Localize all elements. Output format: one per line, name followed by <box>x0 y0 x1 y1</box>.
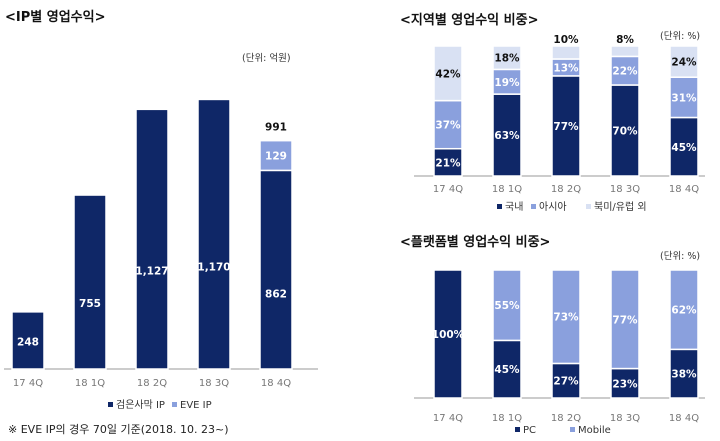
platform-value-label: 45% <box>494 364 520 376</box>
region-legend-label: 국내 <box>505 201 523 213</box>
ip-value-label: 1,170 <box>197 262 230 274</box>
platform-x-tick-label: 17 4Q <box>433 413 463 424</box>
ip-value-label: 248 <box>17 336 39 348</box>
region-value-label: 21% <box>435 157 461 169</box>
ip-bar-1-1 <box>11 311 45 370</box>
region-bar-3-1 <box>433 45 463 102</box>
platform-legend-swatch <box>570 427 575 432</box>
ip-value-label: 862 <box>265 289 287 301</box>
region-value-label: 18% <box>494 53 520 65</box>
region-value-label: 70% <box>612 126 638 138</box>
ip-bar-1-2 <box>73 194 107 370</box>
platform-legend-swatch <box>515 427 520 432</box>
region-chart-title: <지역별 영업수익 비중> <box>400 13 539 28</box>
platform-bar-1-1 <box>433 269 463 399</box>
platform-value-label: 100% <box>432 329 465 341</box>
platform-bar-1-2 <box>492 339 522 399</box>
region-legend-swatch <box>586 204 591 209</box>
ip-x-tick-label: 18 3Q <box>199 378 229 389</box>
platform-bar-1-5 <box>669 348 699 399</box>
region-legend-swatch <box>531 204 536 209</box>
ip-bar-1-5 <box>259 169 293 370</box>
region-chart-unit: (단위: %) <box>660 31 701 42</box>
region-value-label: 37% <box>435 120 461 132</box>
region-value-label: 63% <box>494 130 520 142</box>
platform-legend-label: PC <box>523 425 536 436</box>
ip-chart-unit: (단위: 억원) <box>242 53 291 64</box>
platform-value-label: 77% <box>612 314 638 326</box>
platform-chart-title: <플랫폼별 영업수익 비중> <box>400 235 551 250</box>
platform-bar-2-2 <box>492 269 522 342</box>
region-value-label: 42% <box>435 68 461 80</box>
ip-total-label: 991 <box>265 122 287 134</box>
region-value-label: 45% <box>671 142 697 154</box>
platform-legend-label: Mobile <box>578 425 611 436</box>
platform-bar-2-5 <box>669 269 699 351</box>
region-x-tick-label: 18 4Q <box>669 184 699 195</box>
region-value-label: 10% <box>553 34 579 46</box>
region-value-label: 24% <box>671 57 697 69</box>
ip-bar-2-5 <box>259 139 293 172</box>
region-value-label: 31% <box>671 92 697 104</box>
ip-legend-label: EVE IP <box>180 400 212 411</box>
region-bar-3-2 <box>492 45 522 71</box>
region-bar-2-1 <box>433 99 463 150</box>
region-bar-1-1 <box>433 147 463 177</box>
platform-bar-2-3 <box>551 269 581 365</box>
platform-value-label: 55% <box>494 300 520 312</box>
region-bar-3-5 <box>669 45 699 78</box>
ip-legend-swatch <box>172 402 177 407</box>
region-x-tick-label: 18 3Q <box>610 184 640 195</box>
region-bar-3-3 <box>551 45 581 60</box>
platform-chart-unit: (단위: %) <box>660 251 701 262</box>
ip-bar-1-4 <box>197 98 231 370</box>
platform-value-label: 62% <box>671 305 697 317</box>
region-legend-label: 아시아 <box>539 201 567 213</box>
region-value-label: 13% <box>553 62 579 74</box>
region-x-tick-label: 18 1Q <box>492 184 522 195</box>
region-bar-2-2 <box>492 68 522 95</box>
ip-value-label: 129 <box>265 151 287 163</box>
platform-x-tick-label: 18 2Q <box>551 413 581 424</box>
region-legend-label: 북미/유럽 외 <box>594 201 647 213</box>
platform-value-label: 38% <box>671 369 697 381</box>
region-bar-3-4 <box>610 45 640 58</box>
ip-chart-footnote: ※ EVE IP의 경우 70일 기준(2018. 10. 23~) <box>8 423 229 436</box>
region-value-label: 22% <box>612 66 638 78</box>
region-value-label: 8% <box>616 34 634 46</box>
ip-chart-title: <IP별 영업수익> <box>5 10 106 25</box>
region-bar-2-4 <box>610 55 640 86</box>
platform-bar-2-4 <box>610 269 640 370</box>
ip-x-tick-label: 17 4Q <box>13 378 43 389</box>
ip-legend-label: 검은사막 IP <box>116 399 165 411</box>
region-bar-1-2 <box>492 93 522 177</box>
ip-value-label: 1,127 <box>135 265 168 277</box>
platform-bar-1-4 <box>610 367 640 399</box>
platform-x-tick-label: 18 3Q <box>610 413 640 424</box>
platform-value-label: 27% <box>553 376 579 388</box>
platform-value-label: 73% <box>553 312 579 324</box>
platform-x-tick-label: 18 1Q <box>492 413 522 424</box>
ip-x-tick-label: 18 4Q <box>261 378 291 389</box>
region-value-label: 77% <box>553 121 579 133</box>
region-legend-swatch <box>497 204 502 209</box>
ip-x-tick-label: 18 2Q <box>137 378 167 389</box>
region-bar-2-5 <box>669 76 699 119</box>
region-value-label: 19% <box>494 77 520 89</box>
region-bar-1-4 <box>610 84 640 177</box>
ip-x-tick-label: 18 1Q <box>75 378 105 389</box>
ip-bar-1-3 <box>135 108 169 370</box>
region-bar-1-5 <box>669 116 699 177</box>
region-x-tick-label: 18 2Q <box>551 184 581 195</box>
region-x-tick-label: 17 4Q <box>433 184 463 195</box>
platform-value-label: 23% <box>612 378 638 390</box>
ip-value-label: 755 <box>79 298 101 310</box>
ip-legend-swatch <box>108 402 113 407</box>
platform-x-tick-label: 18 4Q <box>669 413 699 424</box>
